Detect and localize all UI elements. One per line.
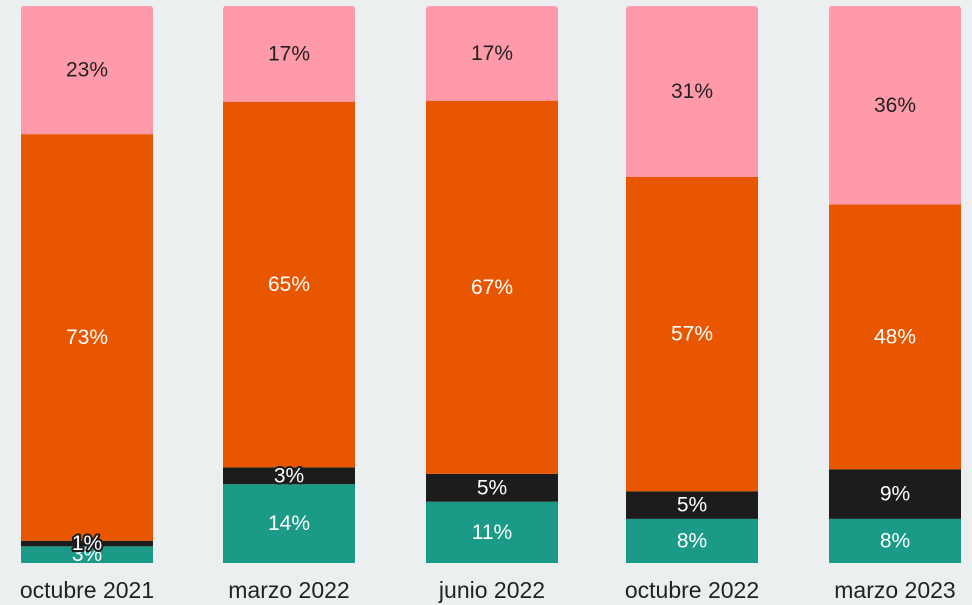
- x-tick-label: octubre 2022: [625, 577, 759, 603]
- data-label: 73%: [66, 326, 108, 349]
- bar-segment: [426, 501, 558, 563]
- data-label: 14%: [268, 512, 310, 535]
- data-label: 8%: [880, 529, 910, 552]
- data-label: 48%: [874, 325, 916, 348]
- data-label: 36%: [874, 94, 916, 117]
- x-tick-label: marzo 2023: [834, 577, 955, 603]
- bar-segment-corner: [21, 70, 153, 135]
- bar-segment-corner: [426, 53, 558, 101]
- data-label: 9%: [880, 483, 910, 506]
- bar-segment-corner: [626, 91, 758, 177]
- bar-segment: [426, 100, 558, 474]
- data-label: 67%: [471, 276, 513, 299]
- bar-segment: [21, 134, 153, 541]
- bar-segment: [626, 176, 758, 492]
- data-label: 11%: [472, 521, 512, 544]
- bar-segment: [626, 518, 758, 563]
- data-label: 57%: [671, 323, 713, 346]
- bar-segment: [21, 546, 153, 563]
- x-tick-label: junio 2022: [438, 577, 545, 603]
- bar-segment-corner: [223, 53, 355, 102]
- bar-segment: [426, 473, 558, 502]
- bars-layer: [21, 6, 961, 563]
- data-label: 1%: [72, 532, 102, 555]
- data-label: 23%: [66, 59, 108, 82]
- x-axis: octubre 2021 marzo 2022 junio 2022 octubre …: [20, 577, 956, 603]
- x-tick-label: octubre 2021: [20, 577, 154, 603]
- data-label: 5%: [677, 494, 707, 517]
- bar-segment-corner: [829, 105, 961, 205]
- data-label: 5%: [477, 476, 507, 499]
- data-label: 8%: [677, 529, 707, 552]
- bar-segment: [829, 204, 961, 470]
- bar-segment: [626, 491, 758, 519]
- data-label: 17%: [268, 42, 310, 65]
- bar-segment: [21, 540, 153, 547]
- bar-segment: [223, 484, 355, 563]
- data-label: 3%: [72, 543, 102, 566]
- x-tick-label: marzo 2022: [228, 577, 349, 603]
- segment-labels-layer: 3%1%73%23%14%3%65%17%11%5%67%17%8%5%57%3…: [66, 42, 916, 566]
- bar-segment: [223, 467, 355, 485]
- bar-segment: [829, 518, 961, 563]
- bar-segment: [829, 469, 961, 519]
- data-label: 17%: [471, 42, 513, 65]
- bar-segment: [223, 101, 355, 468]
- data-label: 31%: [671, 80, 713, 103]
- data-label: 3%: [274, 464, 304, 487]
- data-label: 65%: [268, 273, 310, 296]
